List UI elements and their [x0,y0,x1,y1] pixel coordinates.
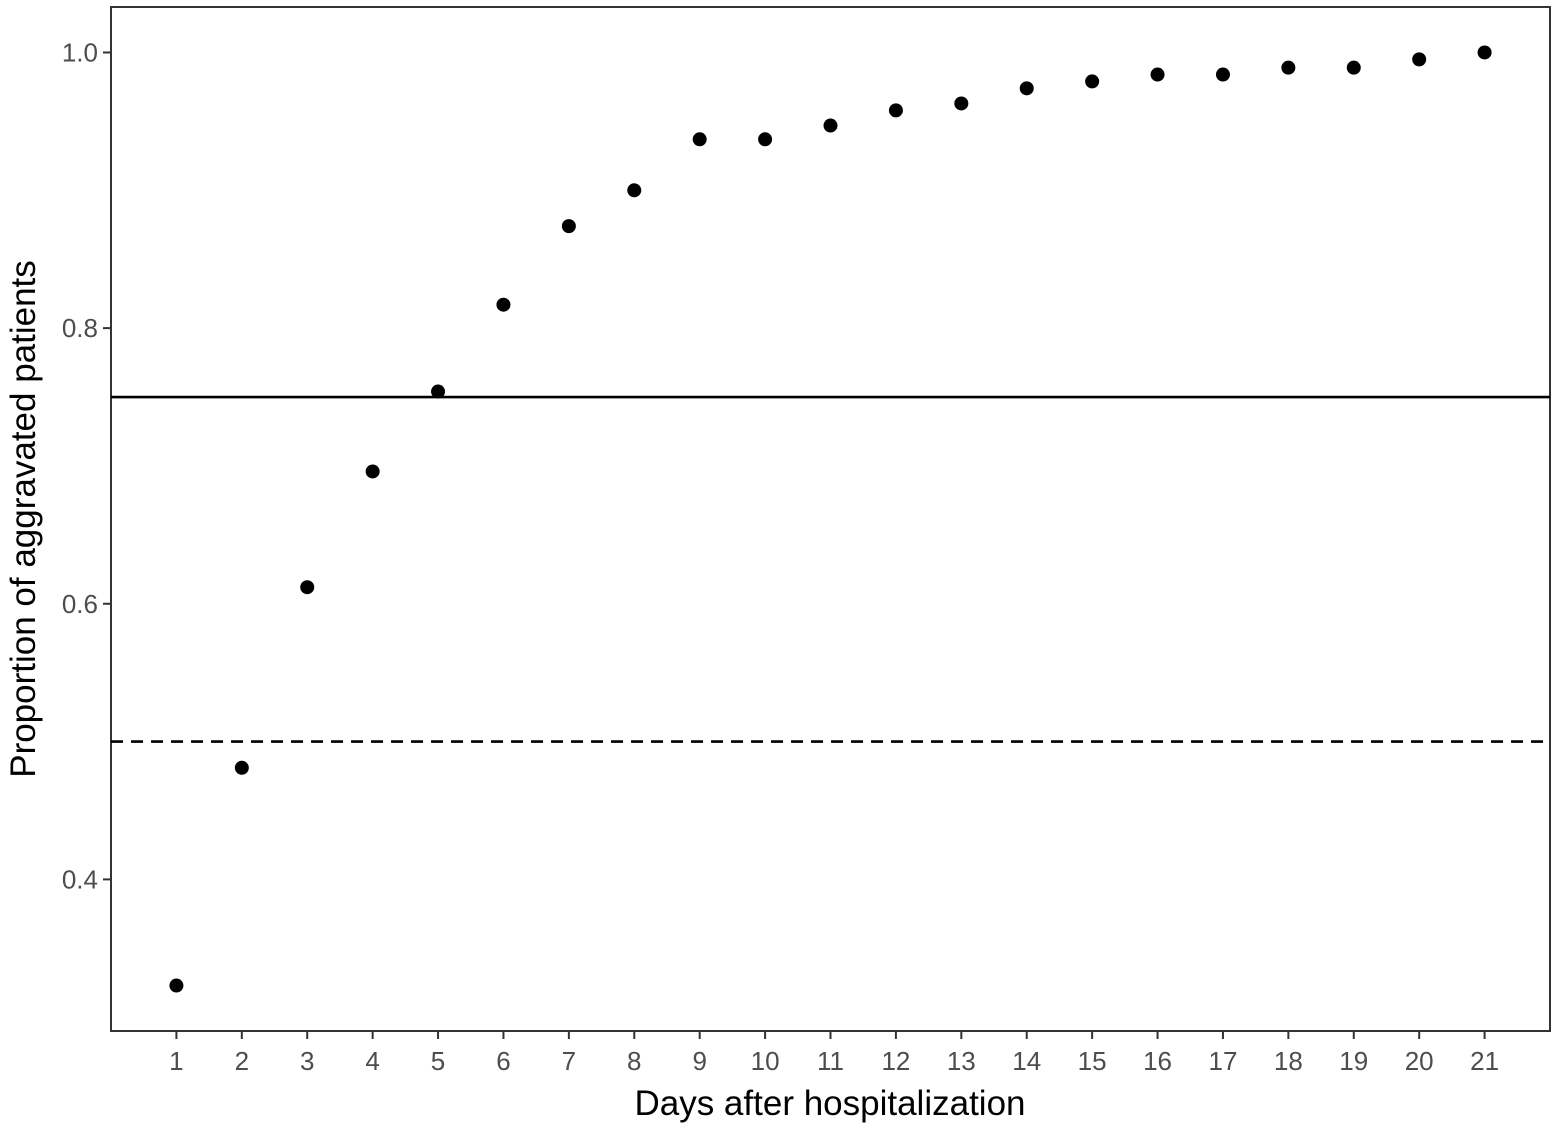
y-tick-label: 0.6 [62,589,98,619]
x-tick-label: 21 [1470,1046,1499,1076]
x-tick-label: 2 [235,1046,249,1076]
x-tick-label: 6 [496,1046,510,1076]
plot-panel [110,6,1551,1032]
x-tick-label: 5 [431,1046,445,1076]
x-tick-label: 14 [1012,1046,1041,1076]
data-point [954,96,969,111]
data-point [1412,52,1427,67]
y-axis-title: Proportion of aggravated patients [4,260,43,778]
data-point [169,978,184,993]
data-point [1346,60,1361,75]
x-tick-label: 7 [562,1046,576,1076]
x-tick-label: 1 [169,1046,183,1076]
x-tick-label: 3 [300,1046,314,1076]
data-point [692,132,707,147]
data-point [758,132,773,147]
data-point [823,118,838,133]
y-tick-label: 0.8 [62,313,98,343]
x-tick-label: 19 [1339,1046,1368,1076]
data-points [169,45,1492,993]
data-point [888,103,903,118]
data-point [1281,60,1296,75]
data-point [1477,45,1492,60]
data-point [431,384,446,399]
x-tick-label: 13 [947,1046,976,1076]
x-tick-label: 15 [1078,1046,1107,1076]
x-tick-label: 17 [1208,1046,1237,1076]
x-tick-label: 20 [1405,1046,1434,1076]
data-point [561,219,576,234]
x-axis-title: Days after hospitalization [634,1084,1025,1123]
x-tick-label: 4 [365,1046,379,1076]
data-point [1085,74,1100,89]
x-tick-label: 10 [751,1046,780,1076]
x-tick-label: 16 [1143,1046,1172,1076]
data-point [627,183,642,198]
data-point [234,760,249,775]
x-tick-label: 11 [817,1046,844,1076]
y-axis: 0.4 0.6 0.8 1.0 [62,37,111,894]
data-point [1019,81,1034,96]
data-point [1215,67,1230,82]
data-point [365,464,380,479]
reference-lines [111,395,1550,743]
x-tick-label: 12 [881,1046,910,1076]
x-tick-label: 9 [692,1046,706,1076]
data-point [496,297,511,312]
y-tick-label: 1.0 [62,37,98,67]
x-tick-label: 8 [627,1046,641,1076]
y-tick-label: 0.4 [62,864,98,894]
x-axis: 1 2 3 4 5 6 7 8 9 10 11 12 13 14 15 16 17 18 19 20 21 [169,1031,1499,1076]
x-tick-label: 18 [1274,1046,1303,1076]
data-point [1150,67,1165,82]
data-point [300,580,315,595]
